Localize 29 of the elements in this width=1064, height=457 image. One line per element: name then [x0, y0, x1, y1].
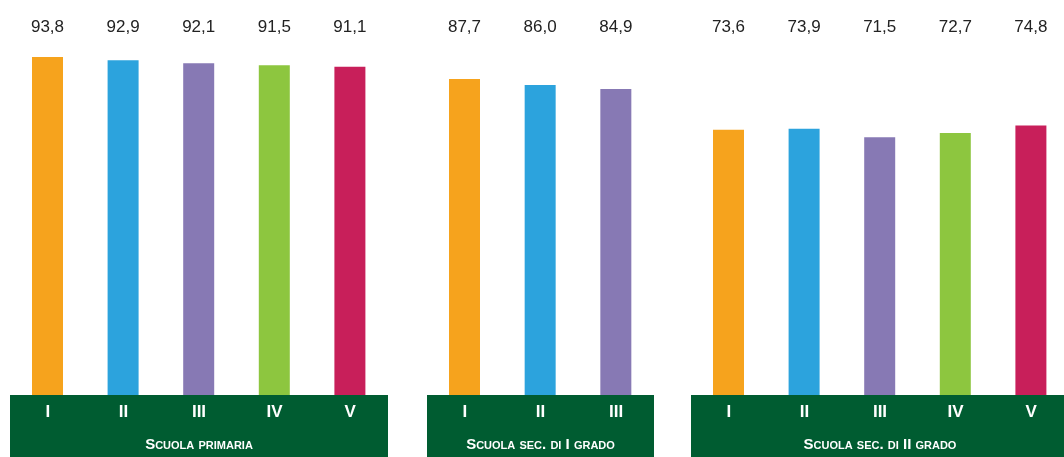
data-label: 93,8: [30, 17, 65, 36]
data-label: 73,9: [787, 17, 821, 36]
data-label: 72,7: [938, 17, 972, 36]
data-label: 73,6: [711, 17, 746, 36]
x-tick-label: III: [872, 402, 888, 422]
data-label: 74,8: [1014, 17, 1048, 36]
x-tick-label: I: [462, 402, 468, 422]
x-tick-label: IV: [947, 402, 965, 422]
x-tick-label: I: [45, 402, 51, 422]
x-tick-label: V: [344, 402, 357, 422]
text: Scuola primaria: [144, 435, 254, 452]
data-label: 92,9: [106, 17, 140, 36]
data-label: 87,7: [447, 17, 482, 36]
text: Scuola sec. di I grado: [465, 435, 616, 452]
data-label: 92,1: [182, 17, 216, 36]
x-tick-label: II: [535, 402, 546, 422]
data-label: 84,9: [599, 17, 633, 36]
x-tick-label: II: [118, 402, 129, 422]
x-tick-label: II: [799, 402, 810, 422]
x-tick-label: V: [1025, 402, 1038, 422]
data-label: 91,1: [333, 17, 367, 36]
data-label: 91,5: [257, 17, 291, 36]
x-tick-label: III: [609, 402, 624, 422]
x-tick-label: IV: [266, 402, 284, 422]
text: Scuola sec. di II grado: [802, 435, 958, 452]
data-label: 71,5: [863, 17, 897, 36]
x-tick-label: I: [726, 402, 732, 422]
data-label: 86,0: [523, 17, 557, 36]
x-tick-label: III: [191, 402, 207, 422]
